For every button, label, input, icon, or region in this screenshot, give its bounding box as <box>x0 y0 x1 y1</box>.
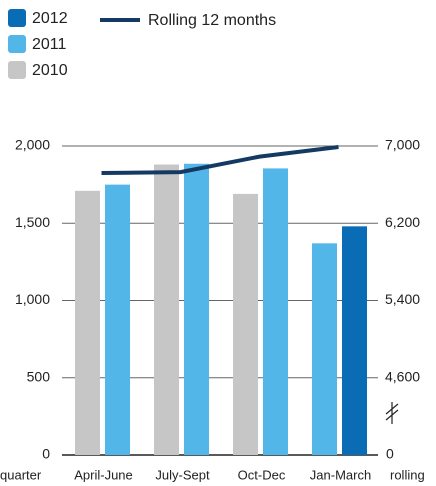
bar <box>184 163 209 455</box>
line <box>101 144 339 176</box>
x-tick-label: July-Sept <box>155 467 210 482</box>
bar <box>233 193 258 455</box>
legend-label: Rolling 12 months <box>148 12 276 29</box>
y2-tick-label: 0 <box>386 446 394 462</box>
y-tick-label: 1,000 <box>15 291 50 307</box>
legend-swatch <box>8 61 26 79</box>
legend-label: 2010 <box>32 62 68 79</box>
y2-tick-label: 5,400 <box>385 291 420 307</box>
bar <box>342 226 367 455</box>
bar <box>312 243 337 455</box>
y-tick-label: 500 <box>27 368 51 384</box>
bar <box>263 168 288 455</box>
legend-swatch <box>8 9 26 27</box>
y-tick-label: 2,000 <box>15 137 50 153</box>
legend-label: 2011 <box>32 36 67 53</box>
y2-tick-label: 4,600 <box>385 368 420 384</box>
y2-axis-label: rolling <box>390 467 425 482</box>
y-tick-label: 0 <box>42 446 50 462</box>
x-tick-label: Jan-March <box>310 467 371 482</box>
y-tick-label: 1,500 <box>15 214 50 230</box>
y2-tick-label: 6,200 <box>385 214 420 230</box>
x-tick-label: Oct-Dec <box>238 467 286 482</box>
x-axis-label: quarter <box>0 467 42 482</box>
bar <box>154 164 179 456</box>
x-tick-label: April-June <box>74 467 133 482</box>
bar <box>75 190 100 455</box>
axis-break <box>385 402 399 424</box>
y2-tick-label: 7,000 <box>385 137 420 153</box>
legend-label: 2012 <box>32 10 68 27</box>
bar <box>105 184 130 455</box>
legend-swatch <box>8 35 26 53</box>
